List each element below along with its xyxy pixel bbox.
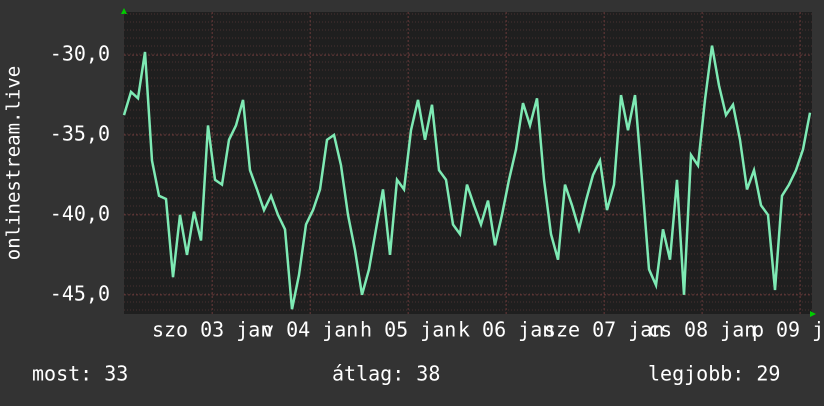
x-tick-label: sze 07 jan	[544, 318, 664, 342]
y-tick-label: -35,0	[50, 122, 110, 146]
y-axis-title: onlinestream.live	[3, 66, 25, 260]
y-tick-label: -45,0	[50, 281, 110, 305]
y-tick-label: -40,0	[50, 201, 110, 225]
axis-arrow	[810, 311, 816, 317]
x-tick-label: szo 03 jan	[152, 318, 272, 342]
stat-current: most: 33	[32, 362, 128, 386]
x-tick-label: h 05 jan	[360, 318, 456, 342]
series-line	[122, 45, 812, 310]
axis-arrow	[121, 8, 127, 14]
plot-area	[124, 12, 812, 314]
stat-average: átlag: 38	[332, 362, 440, 386]
y-tick-label: -30,0	[50, 42, 110, 66]
x-tick-label: cs 08 jan	[648, 318, 756, 342]
x-tick-label: k 06 jan	[458, 318, 554, 342]
x-tick-label: v 04 jan	[262, 318, 358, 342]
stat-best: legjobb: 29	[648, 362, 780, 386]
x-tick-label: p 09 jan	[752, 318, 824, 342]
